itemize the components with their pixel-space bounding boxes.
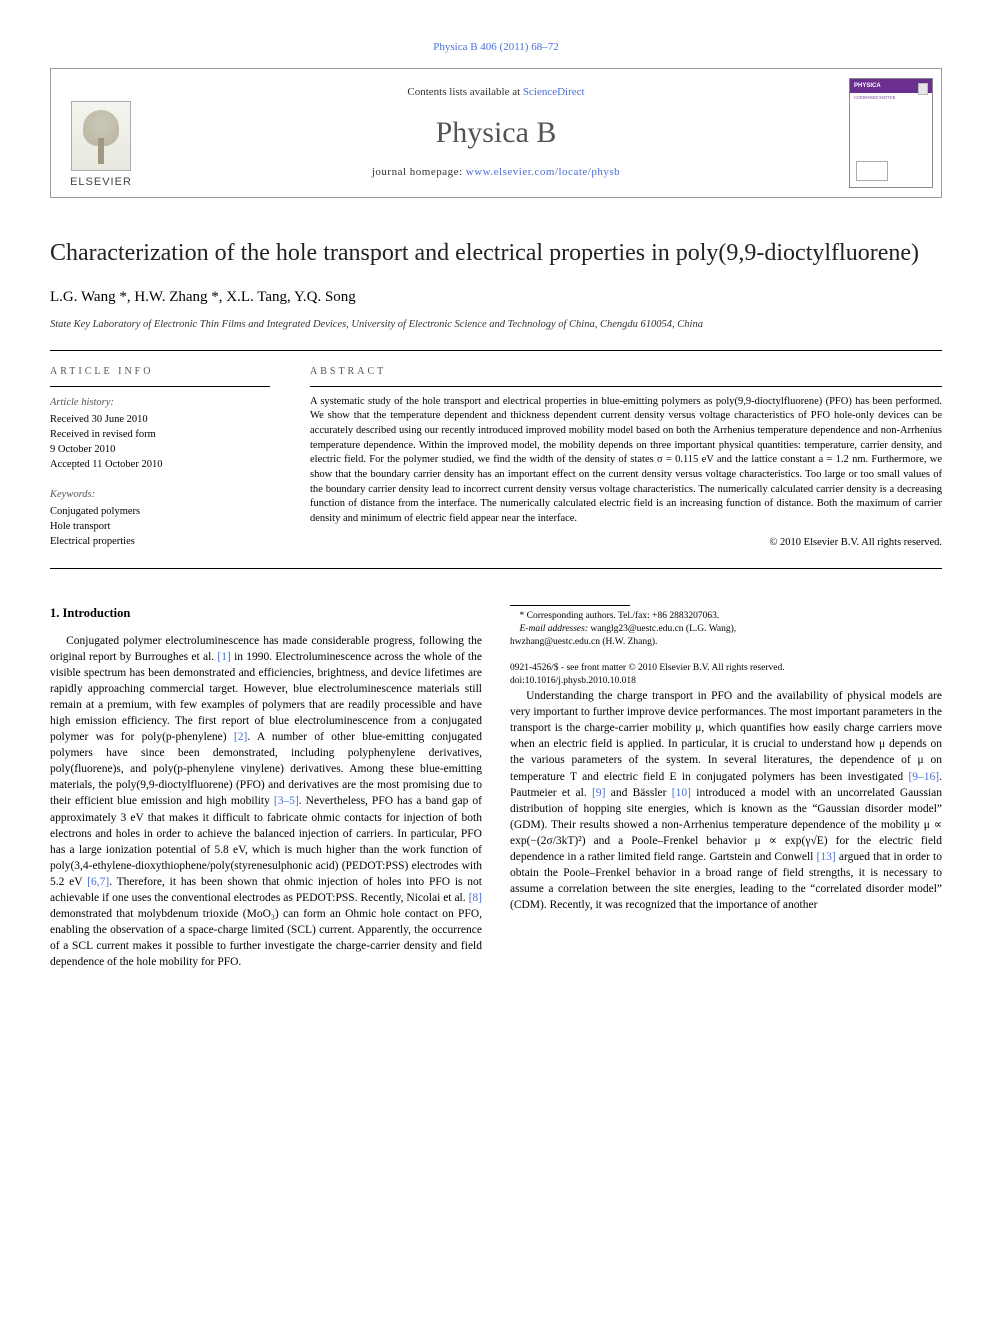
abstract-head: ABSTRACT (310, 365, 942, 387)
ref-link[interactable]: [9] (592, 787, 605, 799)
journal-title: Physica B (436, 111, 557, 155)
ref-link[interactable]: [8] (469, 892, 482, 904)
body-columns: 1. Introduction Conjugated polymer elect… (50, 605, 942, 970)
text: demonstrated that molybdenum trioxide (M… (50, 908, 482, 968)
affiliation: State Key Laboratory of Electronic Thin … (50, 317, 942, 332)
keywords-block: Keywords: Conjugated polymers Hole trans… (50, 487, 270, 550)
history-line: Received in revised form (50, 427, 270, 442)
history-head: Article history: (50, 395, 270, 410)
homepage-line: journal homepage: www.elsevier.com/locat… (372, 165, 620, 181)
ref-link[interactable]: [13] (817, 851, 836, 863)
keyword: Conjugated polymers (50, 504, 270, 519)
keywords-head: Keywords: (50, 487, 270, 502)
article-info-head: ARTICLE INFO (50, 365, 270, 387)
footnote-rule (510, 605, 630, 606)
paragraph: Understanding the charge transport in PF… (510, 688, 942, 913)
banner-center: Contents lists available at ScienceDirec… (151, 69, 841, 197)
text: and Bässler (605, 787, 671, 799)
issn-line: 0921-4526/$ - see front matter © 2010 El… (510, 662, 942, 675)
emails-label: E-mail addresses: (520, 624, 591, 634)
cover-bar-text: PHYSICA (854, 82, 881, 91)
text: in 1990. Electroluminescence across the … (50, 651, 482, 743)
history-line: 9 October 2010 (50, 442, 270, 457)
contents-prefix: Contents lists available at (407, 86, 522, 98)
text: Understanding the charge transport in PF… (510, 690, 942, 782)
cover-corner-icon (918, 83, 928, 95)
text: . Therefore, it has been shown that ohmi… (50, 876, 482, 904)
ref-link[interactable]: [3–5] (274, 795, 299, 807)
email[interactable]: wanglg23@uestc.edu.cn (L.G. Wang), (590, 624, 736, 634)
elsevier-tree-icon (71, 101, 131, 171)
email-line: hwzhang@uestc.edu.cn (H.W. Zhang). (510, 636, 942, 649)
authors: L.G. Wang *, H.W. Zhang *, X.L. Tang, Y.… (50, 287, 942, 309)
history-block: Article history: Received 30 June 2010 R… (50, 395, 270, 473)
abstract: ABSTRACT A systematic study of the hole … (310, 365, 942, 550)
ref-link[interactable]: [2] (234, 731, 247, 743)
abstract-body: A systematic study of the hole transport… (310, 395, 942, 527)
corresponding-note: * Corresponding authors. Tel./fax: +86 2… (510, 610, 942, 623)
publisher-name: ELSEVIER (70, 175, 132, 191)
ref-link[interactable]: [6,7] (87, 876, 109, 888)
section-1-head: 1. Introduction (50, 605, 482, 623)
publisher-block: ELSEVIER (51, 69, 151, 197)
journal-cover-icon: PHYSICA CONDENSED MATTER (849, 78, 933, 188)
meta-row: ARTICLE INFO Article history: Received 3… (50, 350, 942, 569)
ref-link[interactable]: [10] (672, 787, 691, 799)
article-info: ARTICLE INFO Article history: Received 3… (50, 365, 270, 550)
cover-block: PHYSICA CONDENSED MATTER (841, 69, 941, 197)
contents-line: Contents lists available at ScienceDirec… (407, 85, 584, 101)
keyword: Electrical properties (50, 534, 270, 549)
bottom-meta: 0921-4526/$ - see front matter © 2010 El… (510, 662, 942, 688)
ref-link[interactable]: [1] (217, 651, 230, 663)
cover-body (850, 103, 932, 187)
homepage-url[interactable]: www.elsevier.com/locate/physb (466, 166, 620, 178)
history-line: Accepted 11 October 2010 (50, 457, 270, 472)
homepage-prefix: journal homepage: (372, 166, 466, 178)
footnotes: * Corresponding authors. Tel./fax: +86 2… (510, 605, 942, 648)
header-citation[interactable]: Physica B 406 (2011) 68–72 (50, 40, 942, 56)
ref-link[interactable]: [9–16] (908, 771, 939, 783)
email[interactable]: hwzhang@uestc.edu.cn (H.W. Zhang). (510, 637, 657, 647)
keyword: Hole transport (50, 519, 270, 534)
article-title: Characterization of the hole transport a… (50, 238, 942, 269)
sciencedirect-link[interactable]: ScienceDirect (523, 86, 585, 98)
paragraph: Conjugated polymer electroluminescence h… (50, 633, 482, 971)
email-line: E-mail addresses: wanglg23@uestc.edu.cn … (510, 623, 942, 636)
history-line: Received 30 June 2010 (50, 412, 270, 427)
doi-line: doi:10.1016/j.physb.2010.10.018 (510, 675, 942, 688)
abstract-copyright: © 2010 Elsevier B.V. All rights reserved… (310, 535, 942, 550)
journal-banner: ELSEVIER Contents lists available at Sci… (50, 68, 942, 198)
